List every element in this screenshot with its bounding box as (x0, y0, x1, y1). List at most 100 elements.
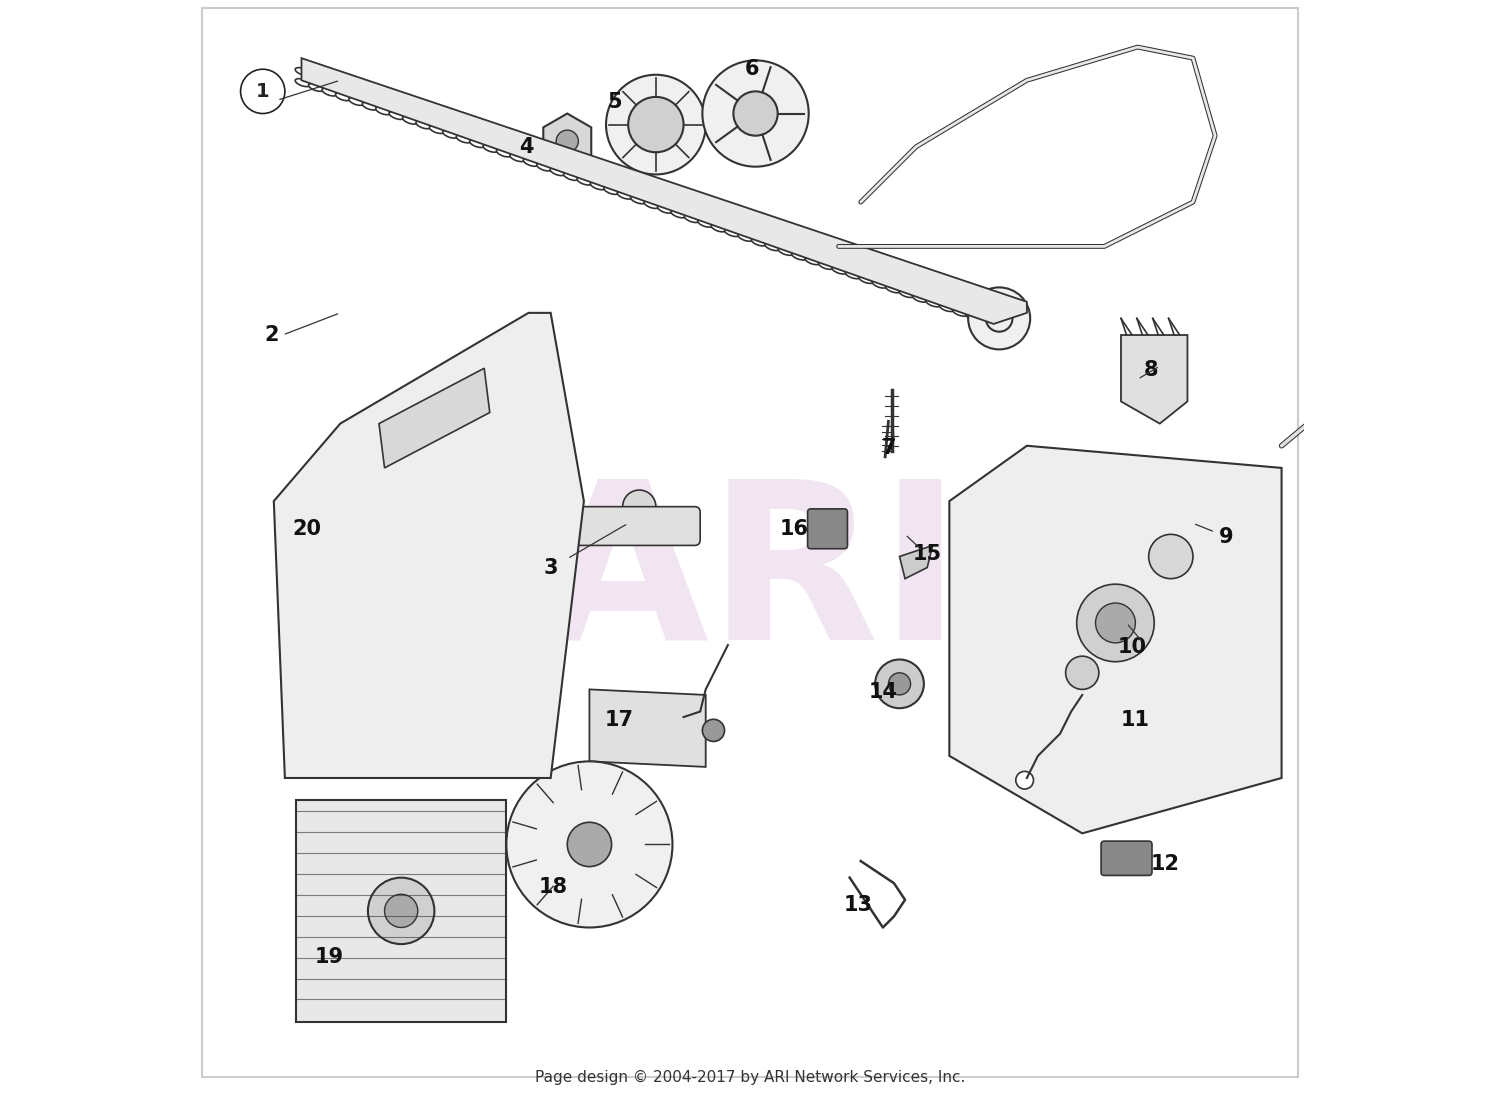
Ellipse shape (858, 275, 873, 284)
Text: 1: 1 (256, 82, 270, 101)
Ellipse shape (416, 121, 430, 129)
Ellipse shape (966, 302, 981, 309)
Ellipse shape (778, 247, 794, 255)
Text: 2: 2 (264, 325, 279, 345)
Text: 13: 13 (844, 895, 873, 915)
FancyBboxPatch shape (1101, 841, 1152, 876)
Polygon shape (543, 114, 591, 169)
Ellipse shape (591, 181, 606, 189)
Ellipse shape (604, 176, 618, 184)
Circle shape (1149, 534, 1192, 579)
Ellipse shape (898, 278, 914, 286)
Ellipse shape (765, 232, 780, 239)
Ellipse shape (926, 299, 940, 307)
Polygon shape (950, 445, 1281, 834)
FancyBboxPatch shape (524, 506, 701, 545)
Ellipse shape (309, 83, 324, 91)
Text: 4: 4 (519, 137, 534, 157)
Text: ARI: ARI (537, 472, 963, 686)
Ellipse shape (630, 185, 645, 193)
Ellipse shape (926, 288, 940, 296)
Circle shape (368, 878, 435, 944)
Ellipse shape (792, 240, 807, 249)
Circle shape (670, 515, 698, 542)
Circle shape (888, 672, 910, 695)
Circle shape (702, 60, 808, 167)
Ellipse shape (375, 107, 390, 115)
Ellipse shape (711, 213, 726, 220)
FancyBboxPatch shape (807, 509, 847, 549)
Ellipse shape (833, 266, 848, 274)
Ellipse shape (388, 111, 404, 119)
Ellipse shape (670, 199, 686, 207)
Polygon shape (900, 545, 933, 579)
Circle shape (986, 305, 1012, 332)
Text: 10: 10 (1118, 638, 1146, 658)
Polygon shape (274, 313, 584, 778)
Ellipse shape (616, 180, 632, 188)
Ellipse shape (483, 145, 498, 152)
Ellipse shape (738, 234, 753, 242)
Ellipse shape (912, 283, 927, 292)
Circle shape (1077, 584, 1154, 662)
Ellipse shape (524, 158, 538, 166)
Circle shape (1065, 657, 1100, 689)
Ellipse shape (429, 126, 444, 134)
Ellipse shape (402, 116, 417, 124)
Ellipse shape (388, 100, 404, 108)
Text: 5: 5 (608, 92, 622, 112)
Ellipse shape (363, 102, 376, 110)
Ellipse shape (578, 166, 592, 174)
Ellipse shape (670, 210, 686, 218)
Ellipse shape (296, 79, 310, 87)
Ellipse shape (644, 200, 658, 208)
Polygon shape (296, 800, 507, 1022)
Circle shape (567, 823, 612, 867)
Ellipse shape (657, 205, 672, 213)
Circle shape (968, 287, 1030, 349)
Ellipse shape (470, 128, 484, 137)
Ellipse shape (630, 196, 645, 204)
Ellipse shape (765, 243, 780, 250)
Ellipse shape (912, 294, 927, 302)
Ellipse shape (952, 297, 968, 305)
Polygon shape (590, 689, 705, 767)
Ellipse shape (456, 124, 471, 131)
Ellipse shape (564, 173, 579, 180)
Text: 12: 12 (1150, 855, 1180, 875)
Ellipse shape (939, 304, 954, 312)
Ellipse shape (885, 285, 900, 293)
Ellipse shape (833, 255, 848, 263)
Ellipse shape (604, 187, 618, 195)
Ellipse shape (402, 105, 417, 114)
Ellipse shape (470, 139, 484, 148)
Polygon shape (380, 368, 490, 467)
Ellipse shape (616, 191, 632, 199)
Circle shape (1016, 771, 1034, 789)
Text: Page design © 2004-2017 by ARI Network Services, Inc.: Page design © 2004-2017 by ARI Network S… (536, 1070, 964, 1084)
Ellipse shape (846, 270, 859, 278)
Ellipse shape (752, 227, 766, 235)
Text: 17: 17 (604, 710, 634, 730)
Ellipse shape (350, 87, 364, 95)
Text: 8: 8 (1143, 361, 1158, 381)
Text: 9: 9 (1220, 526, 1233, 546)
Circle shape (702, 719, 724, 741)
Circle shape (734, 91, 777, 136)
Ellipse shape (738, 223, 753, 230)
Ellipse shape (510, 142, 525, 150)
Ellipse shape (724, 228, 740, 237)
Circle shape (507, 761, 672, 927)
Ellipse shape (952, 308, 968, 316)
Ellipse shape (336, 92, 351, 100)
Ellipse shape (711, 224, 726, 232)
Circle shape (628, 97, 684, 152)
Ellipse shape (644, 189, 658, 197)
Ellipse shape (858, 265, 873, 273)
Ellipse shape (578, 177, 592, 185)
Ellipse shape (871, 269, 886, 277)
Ellipse shape (375, 96, 390, 104)
Ellipse shape (698, 208, 712, 216)
Ellipse shape (806, 257, 820, 265)
Ellipse shape (416, 110, 430, 118)
